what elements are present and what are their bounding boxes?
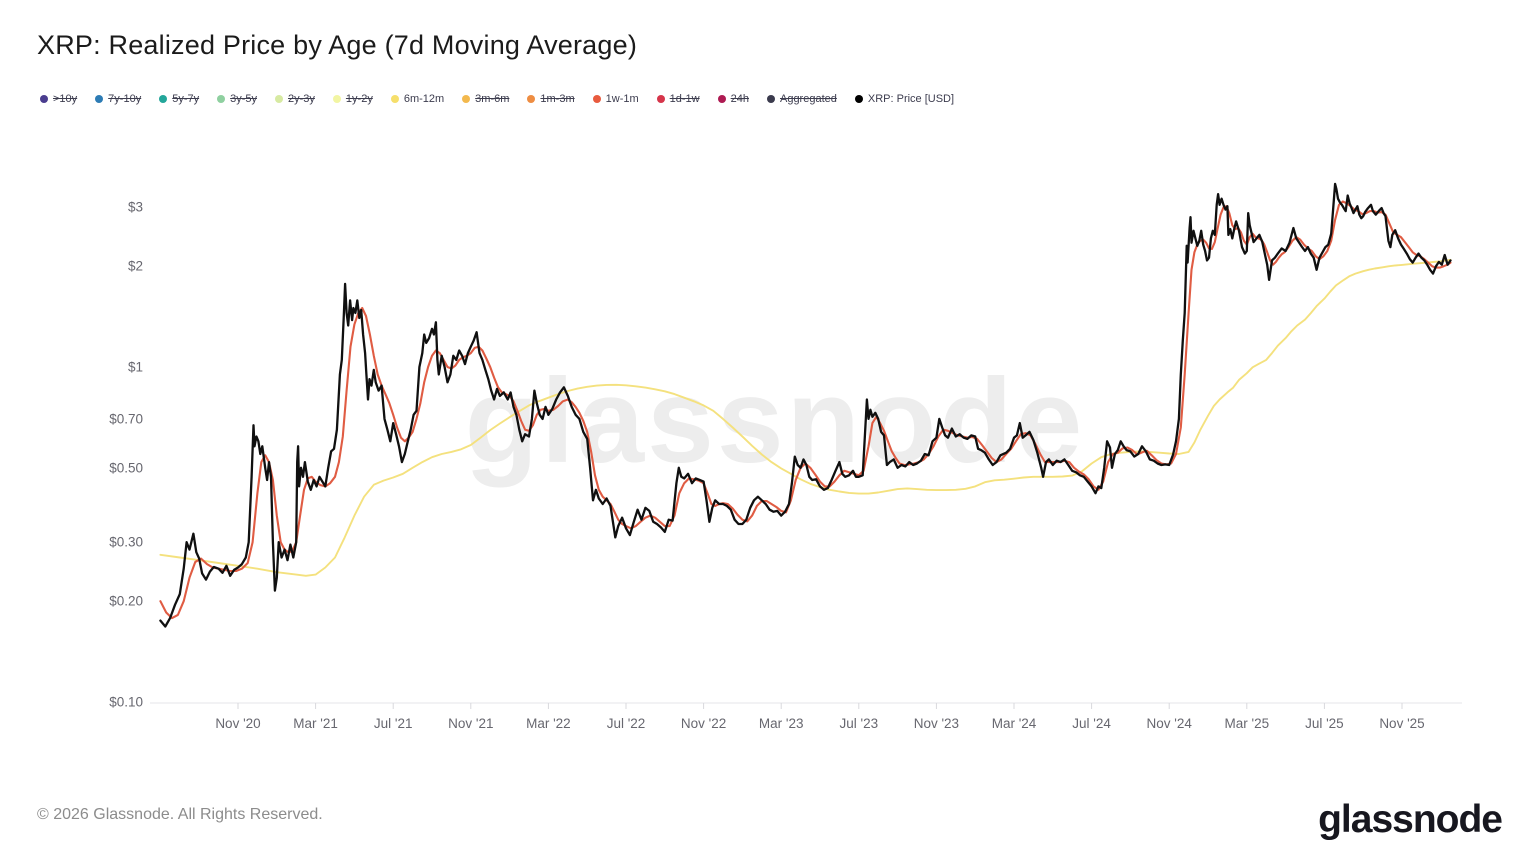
x-axis-label: Mar '25 xyxy=(1225,716,1270,731)
legend-label: 3y-5y xyxy=(230,93,258,105)
legend-label: 5y-7y xyxy=(172,93,200,105)
legend-dot-icon xyxy=(95,95,104,103)
x-axis-label: Mar '21 xyxy=(293,716,338,731)
legend-label: 7y-10y xyxy=(108,93,142,105)
legend-dot-icon xyxy=(390,95,399,103)
x-axis-label: Mar '22 xyxy=(526,716,571,731)
x-axis-label: Nov '24 xyxy=(1147,716,1193,731)
legend-label: Aggregated xyxy=(779,93,837,105)
y-axis-label: $0.70 xyxy=(109,411,143,426)
legend-item-aggregated[interactable]: Aggregated xyxy=(766,93,837,105)
chart-canvas[interactable]: glassnode Nov '20 Mar '21 Jul '21 Nov '21 Mar… xyxy=(0,0,1536,770)
legend-label: 24h xyxy=(730,93,749,105)
x-axis-label: Jul '21 xyxy=(374,716,413,731)
legend-item-10y[interactable]: >10y xyxy=(40,93,77,105)
glassnode-logo: glassnode xyxy=(1318,798,1503,841)
legend-item-xrp-price-usd[interactable]: XRP: Price [USD] xyxy=(854,93,955,105)
legend-item-1m-3m[interactable]: 1m-3m xyxy=(527,93,575,105)
legend-label: 2y-3y xyxy=(288,93,315,105)
legend-item-3m-6m[interactable]: 3m-6m xyxy=(462,93,509,105)
legend-dot-icon xyxy=(766,95,775,103)
legend-item-24h[interactable]: 24h xyxy=(717,93,749,105)
legend-dot-icon xyxy=(717,95,726,103)
legend-label: 1w-1m xyxy=(605,93,639,105)
legend-dot-icon xyxy=(332,95,341,103)
copyright-text: © 2026 Glassnode. All Rights Reserved. xyxy=(37,806,323,823)
legend-dot-icon xyxy=(527,95,536,103)
x-axis-label: Mar '24 xyxy=(992,716,1037,731)
legend-item-1y-2y[interactable]: 1y-2y xyxy=(332,93,373,105)
legend-item-1w-1m[interactable]: 1w-1m xyxy=(592,93,639,105)
legend-item-1d-1w[interactable]: 1d-1w xyxy=(656,93,700,105)
x-axis-label: Jul '24 xyxy=(1072,716,1111,731)
legend-dot-icon xyxy=(656,95,665,103)
x-axis-label: Jul '23 xyxy=(839,716,878,731)
legend: >10y 7y-10y 5y-7y 3y-5y 2y-3y 1y-2y 6m-12m 3m-6… xyxy=(40,93,954,105)
x-axis-label: Jul '25 xyxy=(1305,716,1344,731)
legend-label: 1m-3m xyxy=(540,93,575,105)
legend-item-2y-3y[interactable]: 2y-3y xyxy=(275,93,315,105)
page-title: XRP: Realized Price by Age (7d Moving Av… xyxy=(37,30,638,60)
legend-dot-icon xyxy=(275,95,284,103)
y-axis-label: $1 xyxy=(128,360,143,375)
y-axis-label: $0.50 xyxy=(109,460,143,475)
y-axis-label: $0.10 xyxy=(109,695,143,710)
legend-dot-icon xyxy=(854,95,863,103)
x-axis-label: Nov '22 xyxy=(681,716,726,731)
x-axis-label: Nov '20 xyxy=(215,716,260,731)
x-axis-label: Nov '25 xyxy=(1379,716,1424,731)
legend-label: 1y-2y xyxy=(345,93,373,105)
legend-dot-icon xyxy=(217,95,226,103)
y-axis-label: $3 xyxy=(128,200,143,215)
legend-dot-icon xyxy=(159,95,168,103)
y-axis-label: $0.20 xyxy=(109,594,143,609)
legend-dot-icon xyxy=(462,95,471,103)
legend-label: >10y xyxy=(53,93,78,105)
legend-item-3y-5y[interactable]: 3y-5y xyxy=(217,93,257,105)
legend-item-7y-10y[interactable]: 7y-10y xyxy=(95,93,141,105)
x-axis-label: Jul '22 xyxy=(607,716,646,731)
legend-label: 1d-1w xyxy=(669,93,700,105)
x-axis-label: Nov '21 xyxy=(448,716,493,731)
x-axis-label: Nov '23 xyxy=(914,716,959,731)
legend-dot-icon xyxy=(40,95,48,103)
legend-label: 3m-6m xyxy=(475,93,510,105)
legend-label: 6m-12m xyxy=(403,93,445,105)
x-axis-label: Mar '23 xyxy=(759,716,804,731)
series-line-6m-12m xyxy=(159,258,1452,577)
y-axis-label: $2 xyxy=(128,259,143,274)
series-line-xrp-price-usd xyxy=(159,182,1452,628)
legend-item-5y-7y[interactable]: 5y-7y xyxy=(159,93,199,105)
legend-item-6m-12m[interactable]: 6m-12m xyxy=(390,93,445,105)
legend-dot-icon xyxy=(592,95,601,103)
y-axis-label: $0.30 xyxy=(109,535,143,550)
watermark: glassnode xyxy=(465,354,1086,488)
legend-label: XRP: Price [USD] xyxy=(867,93,955,105)
